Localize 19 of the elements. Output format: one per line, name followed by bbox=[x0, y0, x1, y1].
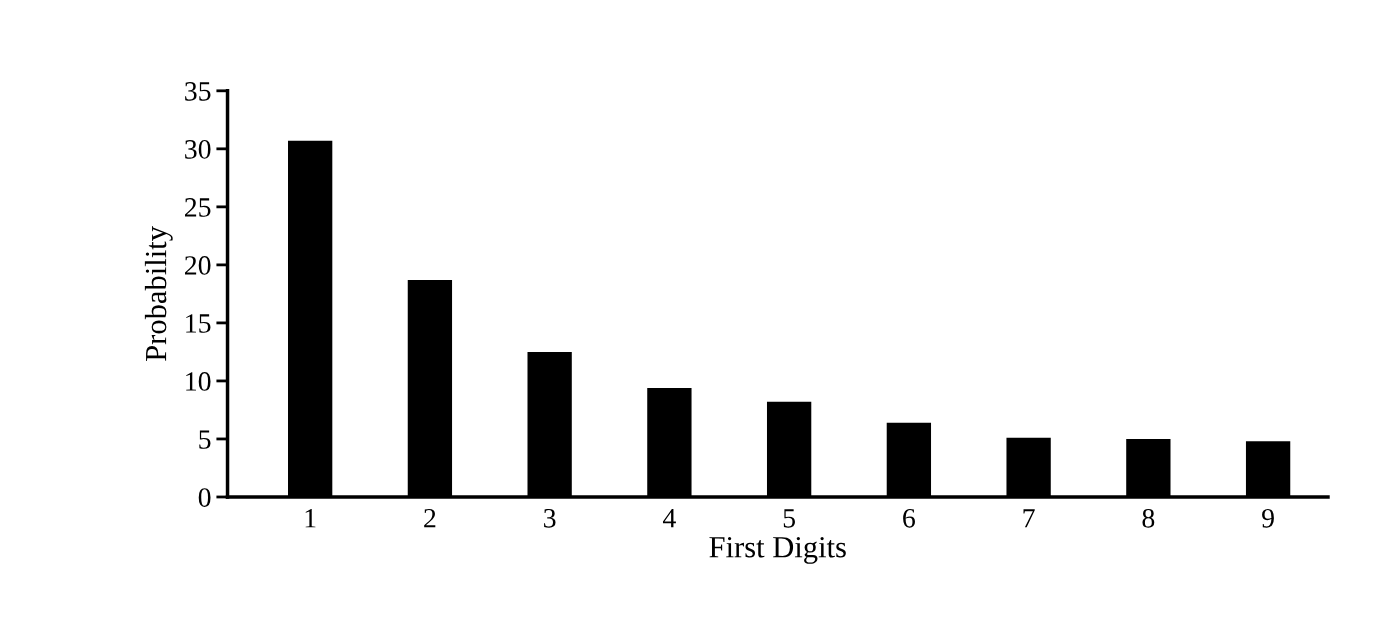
x-tick-label: 5 bbox=[783, 509, 795, 528]
y-tick-label: 30 bbox=[185, 140, 211, 159]
x-tick-label: 2 bbox=[424, 508, 436, 528]
x-tick-label: 8 bbox=[1142, 508, 1155, 528]
y-tick-label: 20 bbox=[185, 256, 211, 275]
y-tick-label: 5 bbox=[199, 430, 211, 449]
x-tick-label: 6 bbox=[903, 508, 915, 528]
y-tick-label: 10 bbox=[186, 372, 211, 391]
x-tick-label: 1 bbox=[305, 509, 316, 528]
y-tick-label: 0 bbox=[198, 488, 211, 507]
x-tick-label: 4 bbox=[662, 509, 676, 528]
y-tick-label: 15 bbox=[186, 314, 211, 333]
x-tick-label: 3 bbox=[544, 508, 556, 528]
x-axis-title: First Digits bbox=[709, 536, 846, 564]
y-axis-title: Probability bbox=[144, 226, 173, 361]
x-tick-label: 9 bbox=[1262, 508, 1274, 528]
y-tick-label: 35 bbox=[185, 82, 211, 101]
y-tick-label: 25 bbox=[185, 198, 211, 217]
x-tick-label: 7 bbox=[1023, 509, 1035, 528]
